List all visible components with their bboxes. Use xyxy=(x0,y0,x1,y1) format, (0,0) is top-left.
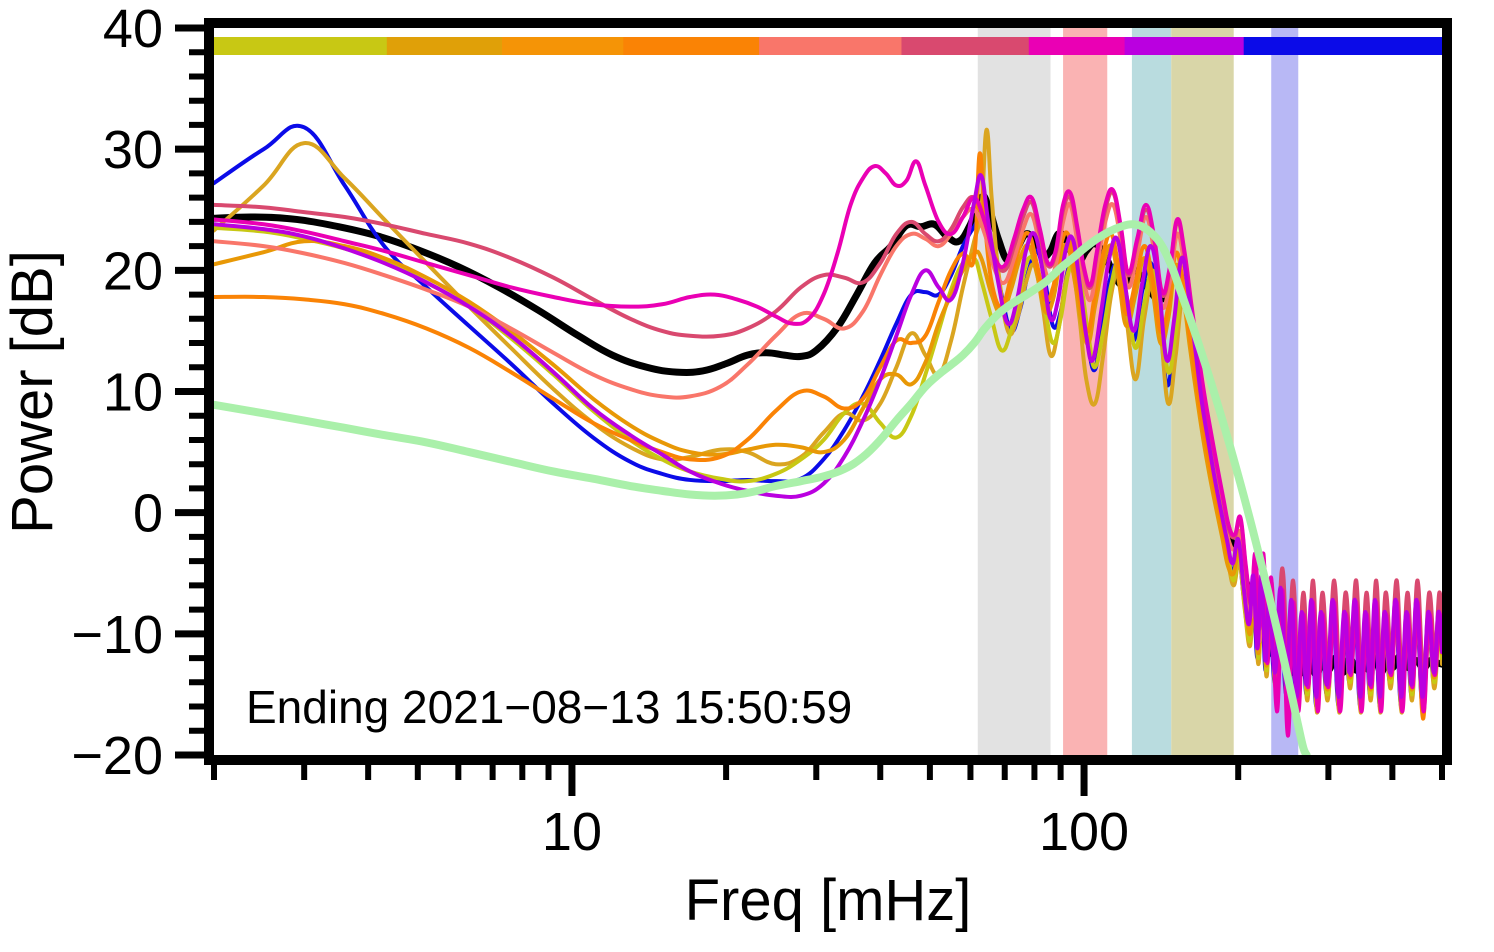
axes-frame xyxy=(175,18,1452,796)
colorbar-segment-3 xyxy=(623,37,760,55)
colorbar-segment-7 xyxy=(1124,37,1245,55)
y-tick-label: −10 xyxy=(71,605,163,665)
series-spectrum-purple xyxy=(214,173,1442,699)
colorbar-segment-0 xyxy=(214,37,388,55)
y-tick-label: 30 xyxy=(103,120,163,180)
x-tick-label: 10 xyxy=(542,802,602,862)
x-axis-title: Freq [mHz] xyxy=(685,868,972,933)
band-pink xyxy=(1063,28,1108,755)
colorbar-segment-5 xyxy=(901,37,1030,55)
y-tick-label: −20 xyxy=(71,726,163,786)
y-tick-label: 10 xyxy=(103,363,163,423)
series-spectrum-lightgreen xyxy=(214,220,1311,755)
y-tick-label: 0 xyxy=(133,484,163,544)
colorbar-segment-6 xyxy=(1028,37,1126,55)
top-colorbar xyxy=(214,37,1443,55)
colorbar-segment-1 xyxy=(386,37,503,55)
colorbar-segment-8 xyxy=(1243,37,1443,55)
y-tick-label: 20 xyxy=(103,241,163,301)
spectrum-series-group xyxy=(214,123,1442,755)
colorbar-segment-2 xyxy=(501,37,624,55)
x-tick-label: 100 xyxy=(1039,802,1129,862)
ending-timestamp-annotation: Ending 2021−08−13 15:50:59 xyxy=(246,681,852,733)
plot-background xyxy=(214,28,1442,755)
y-axis-title: Power [dB] xyxy=(0,250,65,534)
y-tick-label: 40 xyxy=(103,0,163,59)
colorbar-segment-4 xyxy=(759,37,903,55)
series-spectrum-magenta xyxy=(214,159,1442,738)
